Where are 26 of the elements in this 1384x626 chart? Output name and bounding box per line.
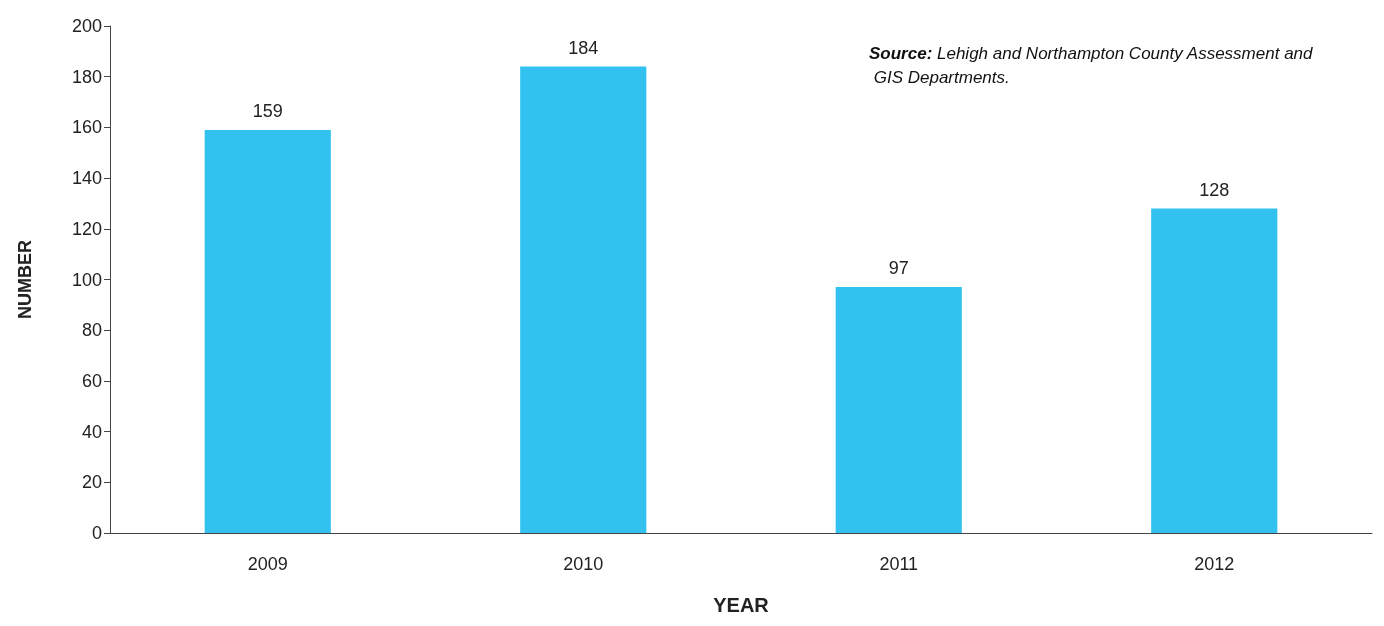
y-tick-label: 40 [81,421,102,442]
data-label: 128 [1199,179,1230,200]
bar [835,287,962,533]
data-label: 184 [568,37,599,58]
annotation: Source: Lehigh and Northampton County Assessment and GIS Departments. [869,43,1314,87]
y-tick-label: 160 [71,117,102,138]
y-tick-label: 60 [81,370,102,391]
y-tick-label: 100 [71,269,102,290]
bar [204,129,331,533]
bar [520,66,647,533]
y-tick-label: 80 [81,320,102,341]
data-label: 159 [252,100,283,121]
y-tick-label: 140 [71,168,102,189]
y-axis-title: NUMBER [15,240,35,319]
x-tick-label: 2009 [247,554,288,574]
y-tick-label: 120 [71,218,102,239]
x-tick-label: 2012 [1194,554,1235,574]
x-tick-label: 2010 [563,554,604,574]
data-label: 97 [888,258,909,279]
x-axis-title: YEAR [713,594,770,616]
y-tick-label: 0 [91,523,102,543]
y-tick-label: 200 [71,16,102,36]
y-tick-label: 180 [71,66,102,87]
x-tick-label: 2011 [879,554,919,574]
bar [1151,208,1278,533]
y-tick-label: 20 [81,472,102,493]
